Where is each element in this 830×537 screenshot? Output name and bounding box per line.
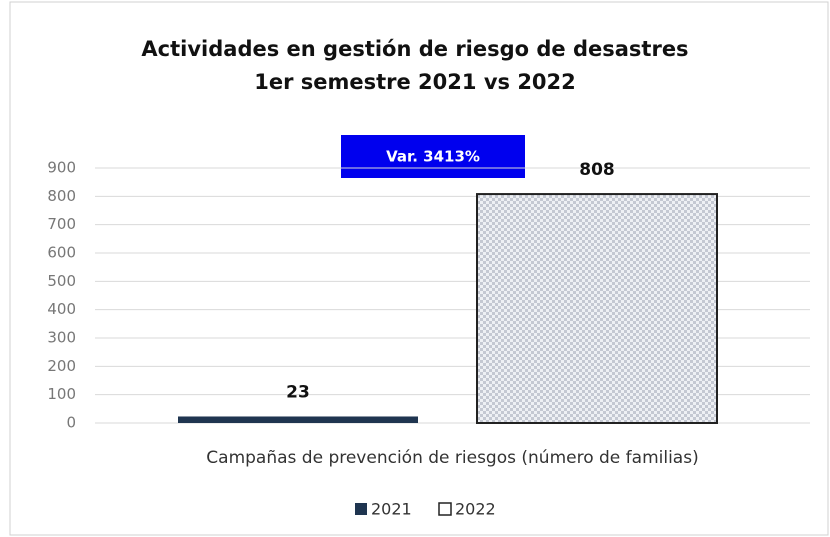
y-tick-label: 300 bbox=[47, 329, 76, 347]
legend-swatch bbox=[438, 502, 452, 516]
annotation-box bbox=[341, 135, 525, 178]
chart-title: Actividades en gestión de riesgo de desa… bbox=[141, 37, 688, 61]
chart-subtitle: 1er semestre 2021 vs 2022 bbox=[254, 70, 576, 94]
legend-swatch bbox=[355, 503, 367, 515]
y-tick-label: 0 bbox=[66, 414, 76, 432]
legend-label: 2021 bbox=[371, 500, 412, 519]
legend-label: 2022 bbox=[455, 500, 496, 519]
y-tick-label: 600 bbox=[47, 244, 76, 262]
y-tick-label: 200 bbox=[47, 357, 76, 375]
y-tick-label: 100 bbox=[47, 385, 76, 403]
bar bbox=[178, 416, 418, 423]
annotation: Var. 3413% bbox=[386, 148, 480, 166]
y-tick-label: 800 bbox=[47, 187, 76, 205]
x-tick-label: Campañas de prevención de riesgos (númer… bbox=[206, 448, 698, 468]
y-tick-label: 900 bbox=[47, 159, 76, 177]
y-tick-label: 500 bbox=[47, 272, 76, 290]
bar bbox=[476, 193, 718, 424]
y-tick-label: 400 bbox=[47, 300, 76, 318]
data-label: 808 bbox=[579, 160, 615, 180]
y-tick-label: 700 bbox=[47, 215, 76, 233]
data-label: 23 bbox=[286, 382, 310, 402]
